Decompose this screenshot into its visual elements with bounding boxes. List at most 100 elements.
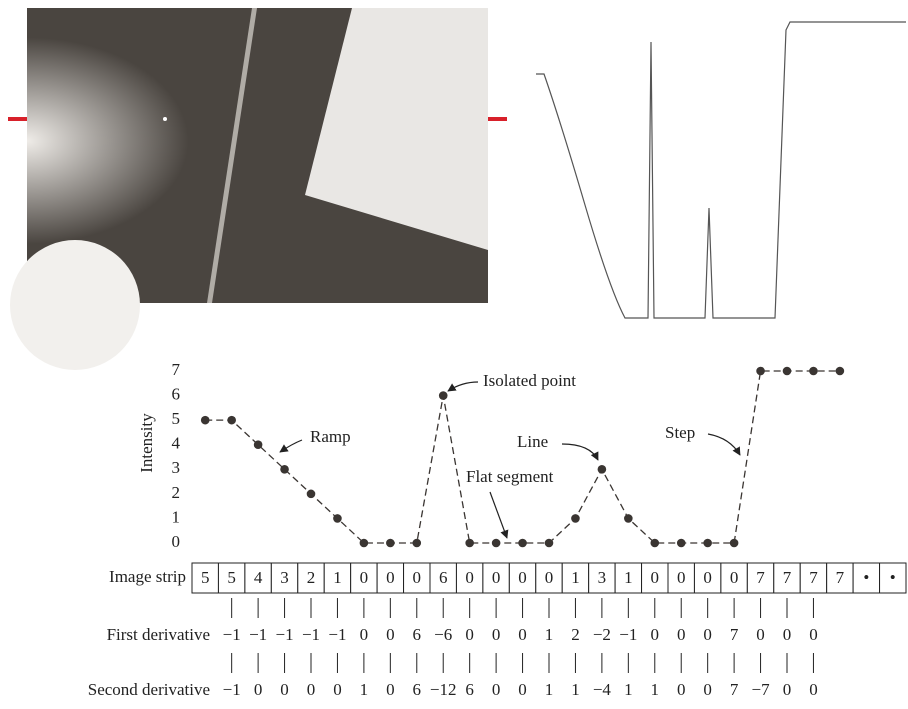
derivative-value: 0 bbox=[756, 625, 765, 644]
derivative-value: 0 bbox=[518, 625, 527, 644]
derivative-value: 0 bbox=[651, 625, 660, 644]
derivative-value: 1 bbox=[571, 680, 580, 699]
strip-cell bbox=[376, 562, 405, 594]
point bbox=[386, 538, 395, 548]
strip-cell bbox=[693, 562, 722, 594]
row-label: First derivative bbox=[107, 625, 210, 644]
strip-value: 0 bbox=[545, 568, 554, 587]
derivative-value: 0 bbox=[783, 680, 792, 699]
strip-cell bbox=[826, 562, 854, 594]
arrow bbox=[279, 439, 303, 453]
derivative-value: −1 bbox=[619, 625, 637, 644]
derivative-value: 0 bbox=[809, 680, 818, 699]
strip-cell bbox=[429, 562, 457, 594]
derivative-value: 1 bbox=[624, 680, 633, 699]
sample-image bbox=[10, 8, 488, 370]
strip-cell bbox=[879, 562, 907, 594]
point bbox=[280, 464, 289, 474]
point bbox=[465, 538, 474, 548]
derivative-value: −1 bbox=[328, 625, 346, 644]
annotation: Flat segment bbox=[466, 467, 554, 486]
y-axis-label: Intensity bbox=[137, 413, 156, 473]
point bbox=[782, 366, 792, 376]
derivative-value: 0 bbox=[386, 625, 395, 644]
strip-cell bbox=[482, 562, 510, 594]
derivative-value: 0 bbox=[677, 625, 686, 644]
derivative-value: 0 bbox=[809, 625, 818, 644]
derivative-value: 0 bbox=[360, 625, 369, 644]
strip-value: 0 bbox=[651, 568, 660, 587]
strip-value: 0 bbox=[386, 568, 395, 587]
y-tick-label: 2 bbox=[172, 483, 181, 502]
annotation: Line bbox=[517, 432, 548, 451]
derivative-value: 0 bbox=[492, 680, 501, 699]
derivative-value: 0 bbox=[677, 680, 686, 699]
derivative-value: −1 bbox=[223, 625, 241, 644]
derivative-value: 1 bbox=[545, 625, 554, 644]
derivative-value: 1 bbox=[545, 680, 554, 699]
strip-value: 7 bbox=[756, 568, 765, 587]
point bbox=[412, 538, 422, 548]
arrow bbox=[707, 433, 741, 456]
strip-cell bbox=[720, 562, 748, 594]
derivative-value: 1 bbox=[651, 680, 660, 699]
strip-cell bbox=[323, 562, 352, 594]
derivative-value: −7 bbox=[752, 680, 771, 699]
point bbox=[491, 538, 501, 548]
strip-value: 7 bbox=[783, 568, 792, 587]
annotation: Ramp bbox=[310, 427, 351, 446]
point bbox=[200, 415, 210, 425]
derivative-value: 0 bbox=[465, 625, 474, 644]
arrow bbox=[447, 381, 479, 392]
dashed-line bbox=[205, 370, 840, 544]
strip-continuation: • bbox=[863, 568, 869, 587]
strip-value: 1 bbox=[624, 568, 633, 587]
point bbox=[544, 538, 554, 548]
strip-continuation: • bbox=[890, 568, 896, 587]
point bbox=[835, 366, 845, 376]
point bbox=[809, 366, 818, 376]
point bbox=[571, 514, 580, 523]
strip-cell bbox=[270, 562, 299, 594]
strip-cell bbox=[455, 562, 484, 594]
strip-value: 5 bbox=[201, 568, 210, 587]
strip-value: 0 bbox=[492, 568, 501, 587]
strip-cell bbox=[561, 562, 590, 594]
derivative-value: 0 bbox=[703, 680, 712, 699]
derivative-value: 6 bbox=[465, 680, 474, 699]
scan-marker bbox=[488, 117, 507, 121]
derivative-value: 0 bbox=[386, 680, 395, 699]
y-tick-label: 5 bbox=[172, 409, 181, 428]
point bbox=[359, 538, 369, 548]
strip-value: 0 bbox=[703, 568, 712, 587]
y-tick-label: 4 bbox=[172, 434, 181, 453]
strip-cell bbox=[641, 562, 669, 594]
strip-value: 5 bbox=[227, 568, 236, 587]
derivative-value: 0 bbox=[254, 680, 263, 699]
strip-cell bbox=[773, 562, 801, 594]
annotation-arrows bbox=[279, 381, 741, 539]
derivative-value: −1 bbox=[302, 625, 320, 644]
strip-value: 0 bbox=[465, 568, 474, 587]
row-label: Image strip bbox=[109, 567, 186, 586]
strip-cell bbox=[667, 562, 695, 594]
intensity-profile bbox=[536, 21, 906, 319]
point bbox=[438, 391, 448, 400]
strip-cell bbox=[852, 562, 881, 594]
derivative-value: 0 bbox=[518, 680, 527, 699]
derivative-value: 1 bbox=[360, 680, 369, 699]
point bbox=[729, 538, 739, 548]
derivative-value: −1 bbox=[276, 625, 294, 644]
point bbox=[756, 366, 765, 376]
point bbox=[333, 514, 342, 523]
strip-value: 6 bbox=[439, 568, 448, 587]
derivative-value: 2 bbox=[571, 625, 580, 644]
derivative-value: 0 bbox=[783, 625, 792, 644]
arrow bbox=[489, 491, 509, 539]
point bbox=[624, 514, 633, 523]
point bbox=[227, 415, 236, 425]
y-tick-label: 1 bbox=[172, 507, 181, 526]
y-tick-label: 0 bbox=[172, 532, 181, 551]
point bbox=[518, 538, 527, 548]
